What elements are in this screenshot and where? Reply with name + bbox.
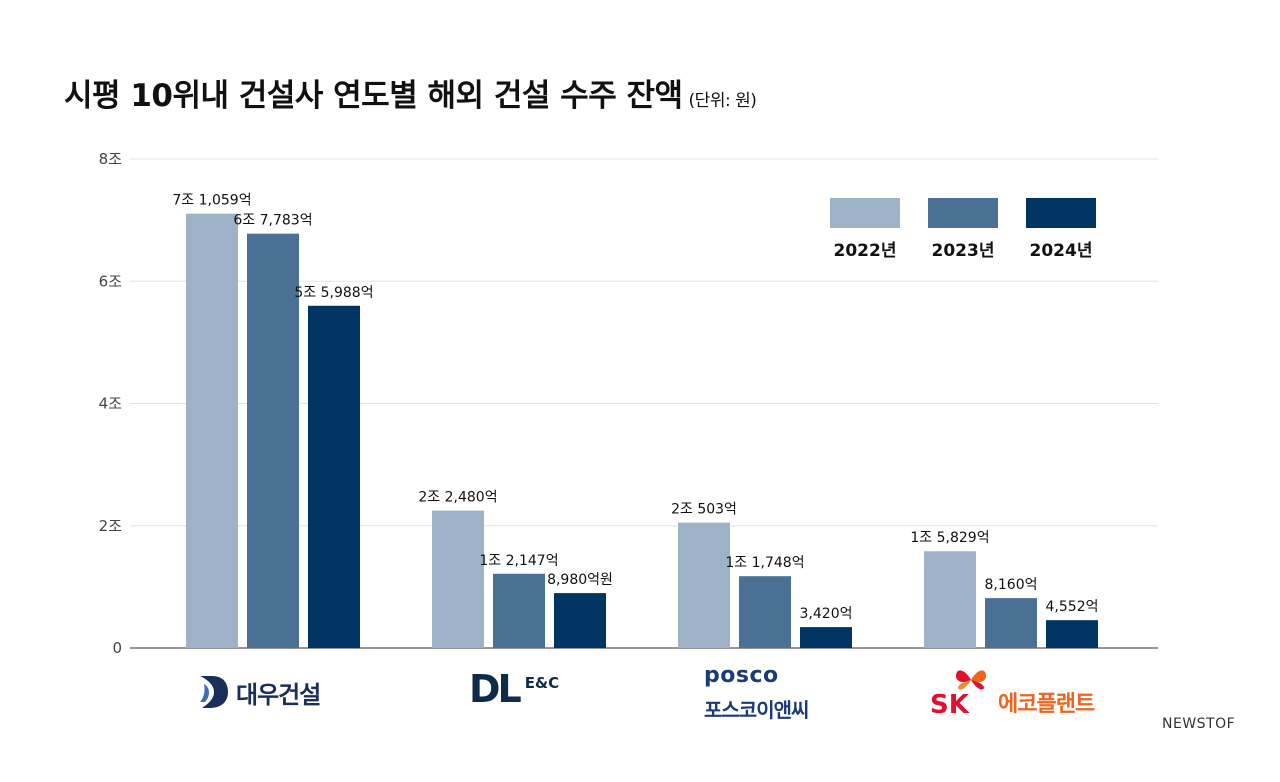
sk-ecoplant-logo: SK 에코플랜트: [930, 664, 1095, 720]
y-tick-label: 2조: [99, 517, 123, 535]
unit-note: (단위: 원): [688, 91, 757, 111]
daewoo-emblem-icon: [200, 676, 228, 708]
daewoo-logo: 대우건설: [196, 674, 321, 710]
data-label: 3,420억: [800, 606, 853, 622]
posco-logo-ko: 포스코이앤씨: [704, 698, 809, 723]
data-label: 2조 2,480억: [418, 490, 497, 506]
data-label: 7조 1,059억: [172, 193, 251, 209]
legend-label-2022: 2022년: [833, 241, 897, 261]
data-label: 1조 5,829억: [910, 530, 989, 546]
bar: [554, 593, 606, 648]
data-label: 4,552억: [1046, 599, 1099, 615]
data-label: 8,980억원: [547, 572, 613, 588]
bar: [678, 522, 730, 648]
legend-item-2024: 2024년: [1026, 198, 1096, 261]
data-label: 8,160억: [985, 577, 1038, 593]
bar: [247, 233, 299, 649]
legend: 2022년 2023년 2024년: [830, 198, 1124, 261]
bar: [308, 305, 360, 648]
source-credit: NEWSTOF: [1162, 716, 1236, 732]
data-label: 6조 7,783억: [233, 213, 312, 229]
bar: [186, 213, 238, 648]
posco-logo-en: posco: [704, 663, 779, 688]
data-label: 1조 2,147억: [479, 553, 558, 569]
bar: [985, 598, 1037, 648]
data-label: 1조 1,748억: [725, 555, 804, 571]
legend-swatch-2022: [830, 198, 900, 228]
sk-logo-text: 에코플랜트: [998, 692, 1095, 717]
dl-enc-logo: DL E&C: [469, 670, 559, 708]
daewoo-logo-text: 대우건설: [236, 680, 321, 709]
sk-mark: SK: [930, 664, 990, 720]
bar: [432, 510, 484, 648]
legend-item-2023: 2023년: [928, 198, 998, 261]
bar: [493, 573, 545, 648]
data-label: 2조 503억: [671, 502, 737, 518]
title-text: 시평 10위내 건설사 연도별 해외 건설 수주 잔액: [64, 78, 683, 114]
bar: [739, 576, 791, 648]
y-tick-label: 8조: [99, 150, 123, 168]
chart-title: 시평 10위내 건설사 연도별 해외 건설 수주 잔액 (단위: 원): [64, 70, 757, 115]
posco-logo: posco 포스코이앤씨: [704, 663, 836, 723]
bar: [924, 551, 976, 648]
bar: [800, 627, 852, 648]
dl-logo-sub: E&C: [524, 674, 560, 692]
dl-logo-mark: DL: [469, 667, 522, 711]
sk-butterfly-icon: [956, 670, 986, 690]
legend-label-2024: 2024년: [1029, 241, 1093, 261]
legend-item-2022: 2022년: [830, 198, 900, 261]
y-tick-label: 0: [112, 639, 122, 657]
bar: [1046, 620, 1098, 648]
sk-logo-letters: SK: [930, 690, 969, 720]
y-tick-label: 6조: [99, 272, 123, 290]
legend-label-2023: 2023년: [931, 241, 995, 261]
legend-swatch-2024: [1026, 198, 1096, 228]
data-label: 5조 5,988억: [294, 285, 373, 301]
y-tick-label: 4조: [99, 395, 123, 413]
legend-swatch-2023: [928, 198, 998, 228]
